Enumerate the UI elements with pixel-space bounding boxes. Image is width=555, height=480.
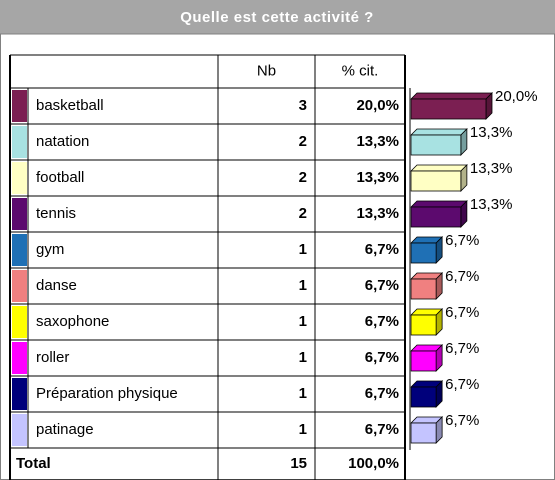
bar <box>410 386 437 408</box>
bar-side-shade <box>460 201 467 227</box>
color-swatch <box>12 270 27 302</box>
bar-label: 6,7% <box>445 412 479 429</box>
row-percent: 13,3% <box>356 169 399 186</box>
bar <box>410 134 462 156</box>
total-count: 15 <box>290 455 307 472</box>
row-percent: 13,3% <box>356 205 399 222</box>
bar-side-shade <box>436 237 443 263</box>
bar <box>410 98 487 120</box>
bar <box>410 170 462 192</box>
column-header: Nb <box>257 62 276 79</box>
bar-side-shade <box>460 165 467 191</box>
bar-label: 6,7% <box>445 340 479 357</box>
bar-side-shade <box>486 93 492 119</box>
color-swatch <box>12 162 27 194</box>
bar <box>410 206 462 228</box>
bar-label: 20,0% <box>495 88 538 105</box>
title-bar <box>0 0 555 34</box>
bar-side-shade <box>436 417 443 443</box>
row-label: Préparation physique <box>36 385 178 402</box>
bar <box>410 242 437 264</box>
bar-top <box>410 128 468 136</box>
bar-label: 13,3% <box>470 160 513 177</box>
row-percent: 20,0% <box>356 97 399 114</box>
row-label: natation <box>36 133 89 150</box>
color-swatch <box>12 234 27 266</box>
row-percent: 6,7% <box>365 385 399 402</box>
row-count: 1 <box>299 385 307 402</box>
row-label: roller <box>36 349 69 366</box>
title: Quelle est cette activité ? <box>180 9 374 26</box>
bar-top <box>410 164 468 172</box>
bar-label: 6,7% <box>445 376 479 393</box>
color-swatch <box>12 126 27 158</box>
row-count: 3 <box>299 97 307 114</box>
total-label: Total <box>16 455 51 472</box>
row-label: saxophone <box>36 313 109 330</box>
bar-top <box>410 200 468 208</box>
row-count: 1 <box>299 241 307 258</box>
row-percent: 6,7% <box>365 277 399 294</box>
row-label: danse <box>36 277 77 294</box>
bar-side-shade <box>436 273 443 299</box>
bar-label: 13,3% <box>470 124 513 141</box>
bar-side-shade <box>460 129 467 155</box>
color-swatch <box>12 342 27 374</box>
bar <box>410 422 437 444</box>
row-count: 2 <box>299 133 307 150</box>
row-count: 1 <box>299 277 307 294</box>
bar <box>410 314 437 336</box>
row-label: basketball <box>36 97 104 114</box>
column-header: % cit. <box>342 62 379 79</box>
row-count: 1 <box>299 421 307 438</box>
bar <box>410 278 437 300</box>
bar-side-shade <box>436 381 443 407</box>
row-count: 2 <box>299 169 307 186</box>
bar-side-shade <box>436 345 443 371</box>
color-swatch <box>12 90 27 122</box>
bar-label: 6,7% <box>445 268 479 285</box>
color-swatch <box>12 198 27 230</box>
row-percent: 6,7% <box>365 421 399 438</box>
row-percent: 13,3% <box>356 133 399 150</box>
row-count: 1 <box>299 349 307 366</box>
color-swatch <box>12 378 27 410</box>
color-swatch <box>12 306 27 338</box>
bar-label: 13,3% <box>470 196 513 213</box>
row-percent: 6,7% <box>365 313 399 330</box>
bar-label: 6,7% <box>445 232 479 249</box>
color-swatch <box>12 414 27 446</box>
row-percent: 6,7% <box>365 241 399 258</box>
row-count: 2 <box>299 205 307 222</box>
row-label: patinage <box>36 421 94 438</box>
bar-side-shade <box>436 309 443 335</box>
row-count: 1 <box>299 313 307 330</box>
row-label: tennis <box>36 205 76 222</box>
bar-label: 6,7% <box>445 304 479 321</box>
row-percent: 6,7% <box>365 349 399 366</box>
total-percent: 100,0% <box>348 455 399 472</box>
bar <box>410 350 437 372</box>
row-label: gym <box>36 241 64 258</box>
bar-top <box>410 92 493 100</box>
row-label: football <box>36 169 84 186</box>
